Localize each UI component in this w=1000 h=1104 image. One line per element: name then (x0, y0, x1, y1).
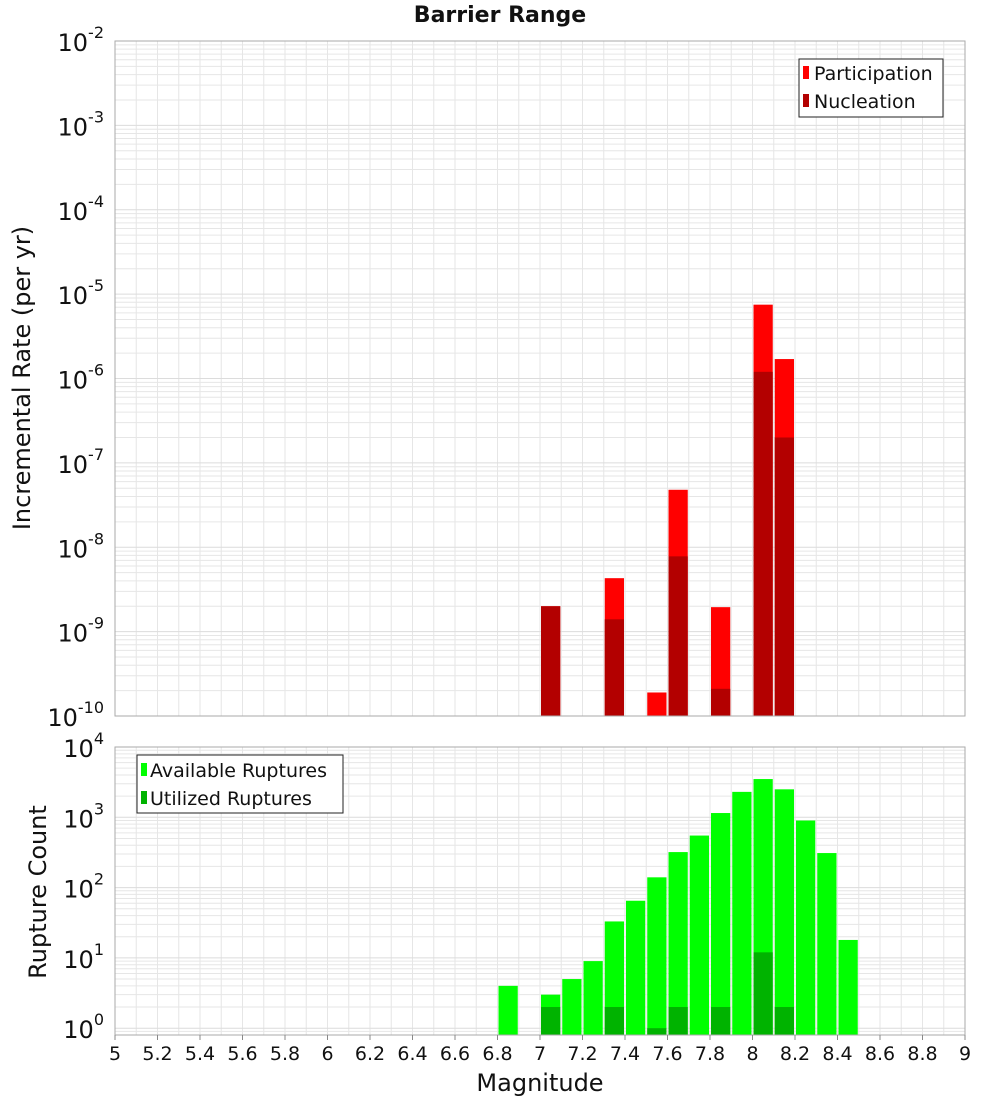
x-tick-label: 8.6 (865, 1043, 895, 1065)
bar-available-ruptures (562, 979, 582, 1035)
bottom-y-tick-label: 101 (63, 940, 104, 974)
x-tick-label: 6.6 (440, 1043, 470, 1065)
x-tick-label: 7 (534, 1043, 546, 1065)
x-tick-label: 7.4 (610, 1043, 640, 1065)
bar-available-ruptures (774, 789, 794, 1035)
legend-swatch-available (141, 763, 147, 776)
bar-available-ruptures (732, 791, 752, 1035)
bar-available-ruptures (796, 820, 816, 1035)
x-tick-label: 8.4 (822, 1043, 852, 1065)
x-tick-label: 5 (109, 1043, 121, 1065)
x-axis-label: Magnitude (476, 1069, 603, 1097)
bottom-legend: Available Ruptures Utilized Ruptures (136, 754, 344, 814)
top-legend: Participation Nucleation (798, 58, 944, 118)
x-tick-label: 7.6 (652, 1043, 682, 1065)
x-tick-label: 6.4 (397, 1043, 427, 1065)
bar-utilized-ruptures (604, 1007, 624, 1035)
bar-utilized-ruptures (774, 1007, 794, 1035)
top-grid (114, 40, 966, 717)
x-tick-label: 8.2 (780, 1043, 810, 1065)
bar-available-ruptures (583, 961, 603, 1035)
x-tick-label: 8 (746, 1043, 758, 1065)
top-legend-box (798, 58, 944, 118)
bar-utilized-ruptures (647, 1028, 667, 1035)
bar-available-ruptures (689, 835, 709, 1035)
legend-swatch-participation (803, 66, 809, 79)
bar-nucleation (668, 556, 688, 716)
bar-utilized-ruptures (711, 1007, 731, 1035)
bottom-legend-box (136, 754, 344, 814)
x-tick-label: 5.8 (270, 1043, 300, 1065)
bar-nucleation (604, 619, 624, 716)
top-bars (541, 304, 794, 716)
x-tick-label: 6 (321, 1043, 333, 1065)
x-tick-label: 7.8 (695, 1043, 725, 1065)
bar-nucleation (753, 371, 773, 716)
bar-utilized-ruptures (668, 1007, 688, 1035)
legend-swatch-nucleation (803, 94, 809, 107)
bar-utilized-ruptures (541, 1007, 561, 1035)
x-tick-label: 8.8 (907, 1043, 937, 1065)
bar-utilized-ruptures (753, 952, 773, 1035)
legend-swatch-utilized (141, 791, 147, 804)
bar-nucleation (711, 688, 731, 716)
x-tick-label: 5.2 (142, 1043, 172, 1065)
bar-available-ruptures (626, 900, 646, 1035)
legend-label-utilized-ruptures: Utilized Ruptures (150, 788, 312, 810)
bar-available-ruptures (817, 853, 837, 1035)
bottom-y-axis-label: Rupture Count (24, 805, 52, 979)
bar-available-ruptures (604, 921, 624, 1035)
x-tick-label: 7.2 (567, 1043, 597, 1065)
x-tick-label: 5.6 (227, 1043, 257, 1065)
bar-available-ruptures (668, 852, 688, 1035)
bottom-bars (498, 779, 858, 1035)
bar-nucleation (541, 606, 561, 716)
bottom-x-tick-labels: 5 5.2 5.4 5.6 5.8 6 6.2 6.4 6.6 6.8 7 7.2 7.4 7.6 7.8 8… (109, 1035, 971, 1065)
chart-title: Barrier Range (414, 3, 586, 28)
bar-available-ruptures (647, 877, 667, 1035)
bar-available-ruptures (498, 985, 518, 1035)
legend-label-nucleation: Nucleation (814, 91, 916, 113)
top-plot-frame (114, 40, 966, 717)
x-tick-label: 6.8 (482, 1043, 512, 1065)
x-tick-label: 9 (959, 1043, 971, 1065)
bar-available-ruptures (838, 939, 858, 1035)
top-y-axis-label: Incremental Rate (per yr) (8, 226, 36, 530)
bar-participation (711, 607, 731, 716)
legend-label-available-ruptures: Available Ruptures (150, 760, 327, 782)
bar-available-ruptures (711, 813, 731, 1035)
legend-label-participation: Participation (814, 63, 933, 85)
bar-participation (647, 692, 667, 716)
x-tick-label: 5.4 (185, 1043, 215, 1065)
x-tick-label: 6.2 (355, 1043, 385, 1065)
bar-nucleation (774, 437, 794, 716)
